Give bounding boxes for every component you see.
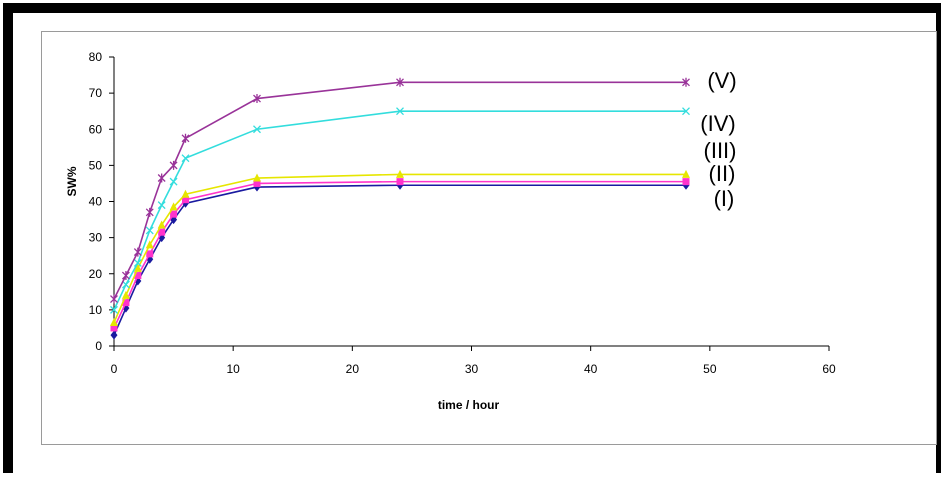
data-point	[169, 202, 178, 211]
data-point	[157, 173, 166, 183]
x-axis-title: time / hour	[438, 398, 500, 412]
x-tick-label: 0	[111, 362, 118, 376]
series-3	[110, 169, 690, 327]
data-point	[682, 77, 690, 87]
series-line	[113, 180, 686, 329]
x-tick-label: 20	[346, 362, 360, 376]
data-point	[396, 107, 404, 116]
data-point	[145, 207, 154, 217]
curve-label: (III)	[704, 138, 737, 163]
data-point	[110, 294, 118, 304]
data-point	[396, 169, 404, 178]
data-point	[121, 290, 130, 299]
data-point	[110, 330, 118, 340]
data-point	[253, 179, 261, 187]
y-tick-label: 50	[89, 158, 103, 172]
curve-label: (I)	[714, 186, 735, 211]
y-tick-label: 30	[89, 231, 103, 245]
data-point	[396, 77, 404, 87]
data-point	[145, 226, 154, 235]
series-line	[113, 81, 686, 300]
series-2	[110, 178, 690, 332]
data-point	[110, 305, 118, 314]
data-point	[396, 178, 404, 186]
x-tick-label: 60	[822, 362, 836, 376]
y-tick-label: 40	[89, 195, 103, 209]
data-point	[133, 247, 142, 257]
data-point	[682, 169, 690, 178]
data-point	[157, 220, 166, 229]
data-point	[169, 160, 178, 170]
series-line	[113, 173, 686, 323]
y-axis-title: SW%	[65, 166, 79, 196]
data-point	[134, 272, 142, 280]
data-point	[170, 210, 178, 218]
data-point	[253, 125, 261, 134]
data-point	[253, 94, 261, 104]
y-tick-label: 10	[89, 303, 103, 317]
data-point	[158, 228, 166, 236]
data-point	[110, 324, 118, 332]
data-point	[181, 133, 190, 143]
data-point	[682, 178, 690, 186]
data-point	[145, 240, 154, 249]
y-tick-label: 60	[89, 122, 103, 136]
data-point	[682, 107, 690, 116]
y-tick-label: 70	[89, 86, 103, 100]
data-point	[133, 263, 142, 272]
curve-label: (II)	[709, 161, 736, 186]
series-5	[110, 77, 690, 304]
data-point	[157, 201, 166, 210]
data-point	[121, 271, 130, 281]
data-point	[181, 189, 190, 198]
data-point	[169, 177, 178, 186]
y-tick-label: 80	[89, 50, 103, 64]
series-4	[110, 107, 690, 314]
data-point	[146, 254, 154, 264]
y-tick-label: 20	[89, 267, 103, 281]
data-point	[146, 250, 154, 258]
curve-label: (IV)	[700, 111, 735, 136]
series-layer	[110, 77, 690, 340]
y-tick-label: 0	[95, 339, 102, 353]
data-point	[110, 318, 118, 327]
labels-layer: (V) (IV)(III)(II)(I)	[700, 68, 736, 211]
chart-frame	[3, 3, 941, 473]
x-tick-label: 40	[584, 362, 598, 376]
data-point	[181, 154, 190, 163]
series-line	[113, 184, 686, 336]
curve-label: (V)	[707, 68, 736, 93]
data-point	[253, 173, 261, 182]
data-point	[121, 280, 130, 289]
x-tick-label: 30	[465, 362, 479, 376]
data-point	[182, 196, 189, 204]
x-tick-label: 50	[703, 362, 717, 376]
x-tick-label: 10	[226, 362, 240, 376]
axes: 0 10 20 30 40 50 60 0 10 20 30 40 50 60 70 80	[89, 50, 836, 376]
data-point	[122, 299, 130, 307]
series-line	[113, 110, 686, 311]
data-point	[133, 258, 142, 267]
chart-area	[41, 31, 937, 445]
series-1	[110, 180, 690, 340]
